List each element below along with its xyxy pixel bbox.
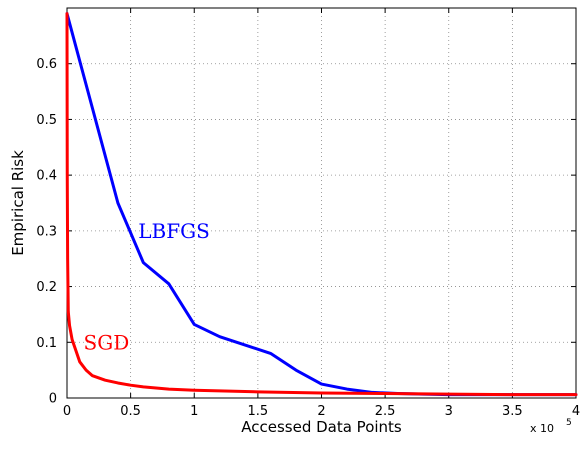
y-tick-label: 0.6 — [36, 57, 57, 72]
x-tick-label: 0.5 — [120, 404, 141, 419]
x-axis-scale-exponent: 5 — [566, 418, 572, 428]
series-line-sgd — [65, 12, 578, 397]
y-tick-label: 0.2 — [36, 280, 57, 295]
x-tick-label: 3 — [445, 404, 453, 419]
x-axis-label: Accessed Data Points — [241, 418, 402, 436]
series-annotations: LBFGS SGD — [84, 219, 210, 354]
y-tick-label: 0.5 — [36, 113, 57, 128]
y-tick-label: 0 — [49, 392, 57, 407]
x-tick-label: 4 — [572, 404, 580, 419]
series-lines — [65, 12, 578, 397]
axis-ticks: 0 0.5 1 1.5 2 2.5 3 3.5 4 0 0.1 0.2 0.3 0.4 0.5 0.6 — [36, 8, 580, 419]
annotation-sgd: SGD — [84, 330, 130, 354]
y-tick-label: 0.1 — [36, 336, 57, 351]
x-tick-label: 2.5 — [375, 404, 396, 419]
y-axis-label: Empirical Risk — [9, 150, 27, 256]
x-tick-label: 0 — [63, 404, 71, 419]
x-axis-scale-note: x 10 — [530, 422, 554, 435]
y-tick-label: 0.3 — [36, 224, 57, 239]
x-tick-label: 2 — [317, 404, 325, 419]
grid — [67, 8, 576, 398]
x-tick-label: 3.5 — [502, 404, 523, 419]
plot-frame — [66, 7, 577, 399]
y-tick-label: 0.4 — [36, 169, 57, 184]
x-tick-label: 1.5 — [248, 404, 269, 419]
annotation-lbfgs: LBFGS — [138, 219, 210, 243]
x-tick-label: 1 — [190, 404, 198, 419]
